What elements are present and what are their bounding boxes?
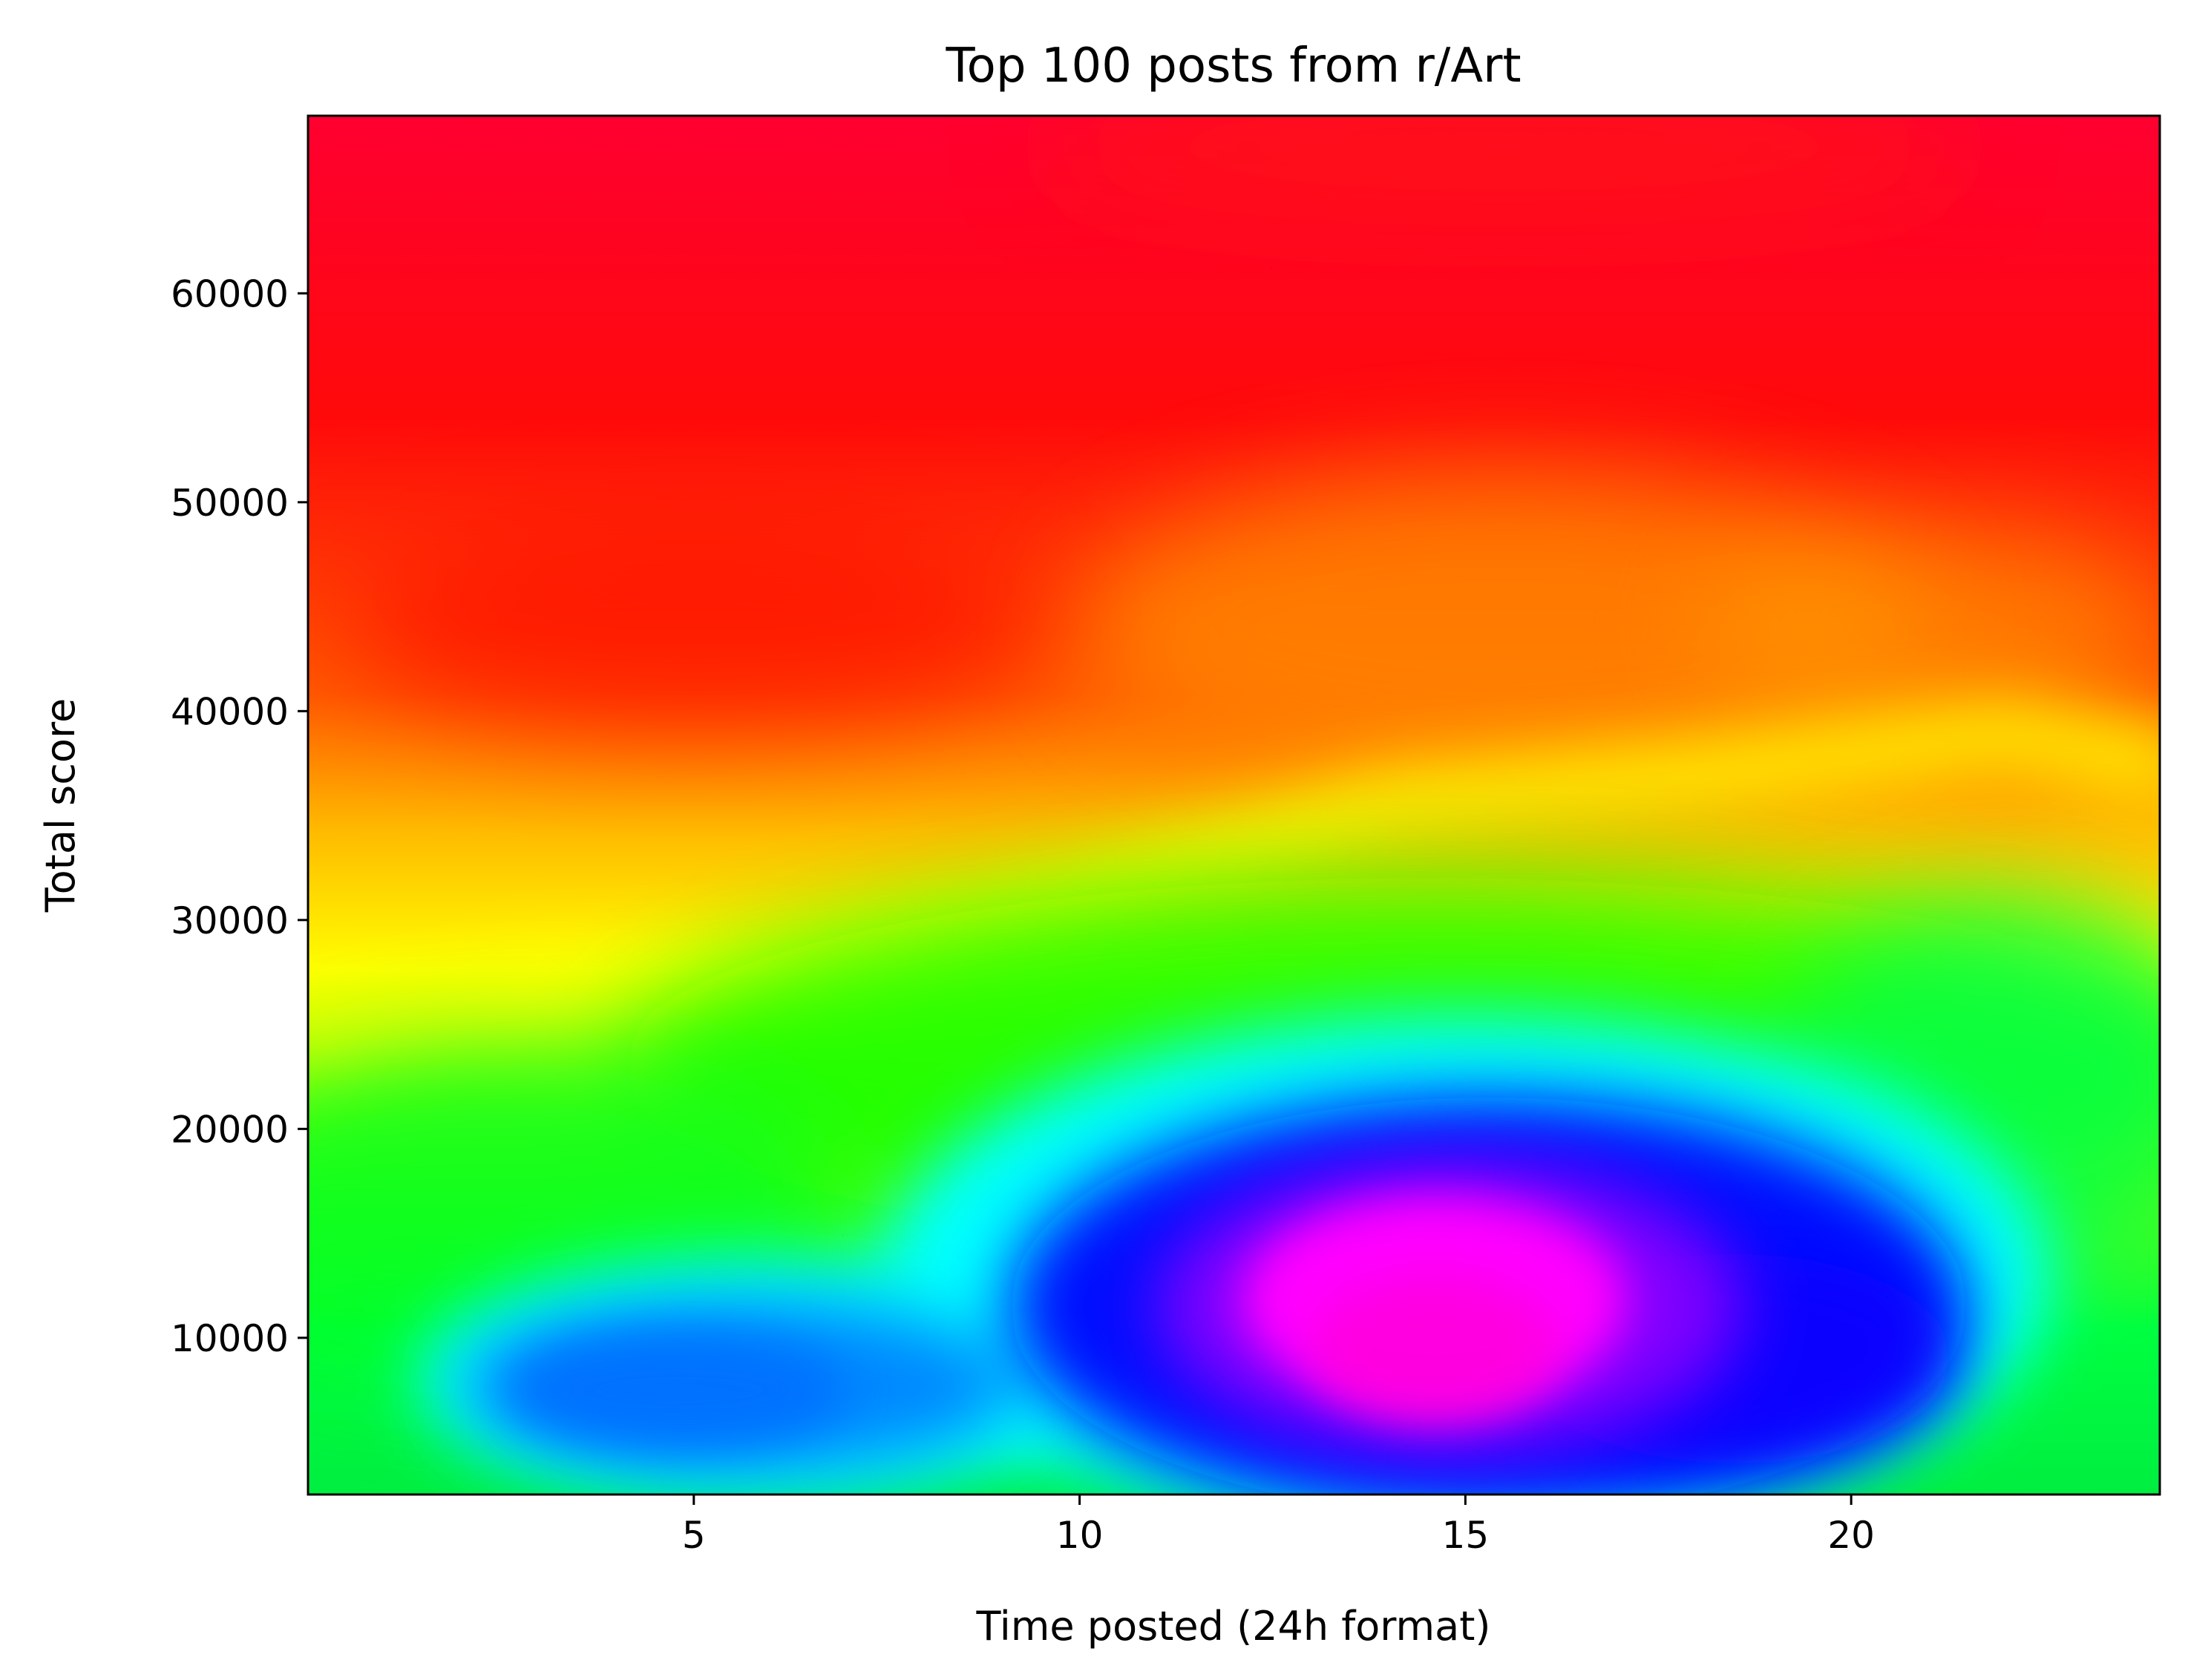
x-tick-label: 10 [1056,1514,1104,1557]
density-upper-orange-right [1697,522,2160,732]
y-tick-label: 10000 [171,1317,289,1360]
y-tick-label: 30000 [171,899,289,942]
y-axis-label: Total score [37,698,84,913]
plot-frame [307,114,2161,1496]
x-axis-label: Time posted (24h format) [975,1603,1490,1650]
x-tick-label: 20 [1827,1514,1875,1557]
heatmap-density [308,116,2160,1494]
chart-title: Top 100 posts from r/Art [945,39,1521,93]
density-top-red [1041,116,1967,210]
density-blue-left-core [508,1331,848,1449]
y-axis: 10000 20000 30000 40000 50000 60000 [171,272,308,1360]
y-tick-label: 20000 [171,1108,289,1151]
density-left-red [346,522,1041,732]
x-tick-label: 5 [682,1514,706,1557]
density-upper-orange [1079,470,1929,784]
y-tick-label: 50000 [171,482,289,525]
plot-area [307,114,2161,1496]
x-tick-label: 15 [1442,1514,1490,1557]
density-yellow-ridge [308,698,2160,1079]
y-tick-label: 40000 [171,690,289,733]
density-magenta-peak [1311,1275,1559,1422]
x-axis: 5 10 15 20 [682,1494,1875,1557]
y-tick-label: 60000 [171,272,289,315]
